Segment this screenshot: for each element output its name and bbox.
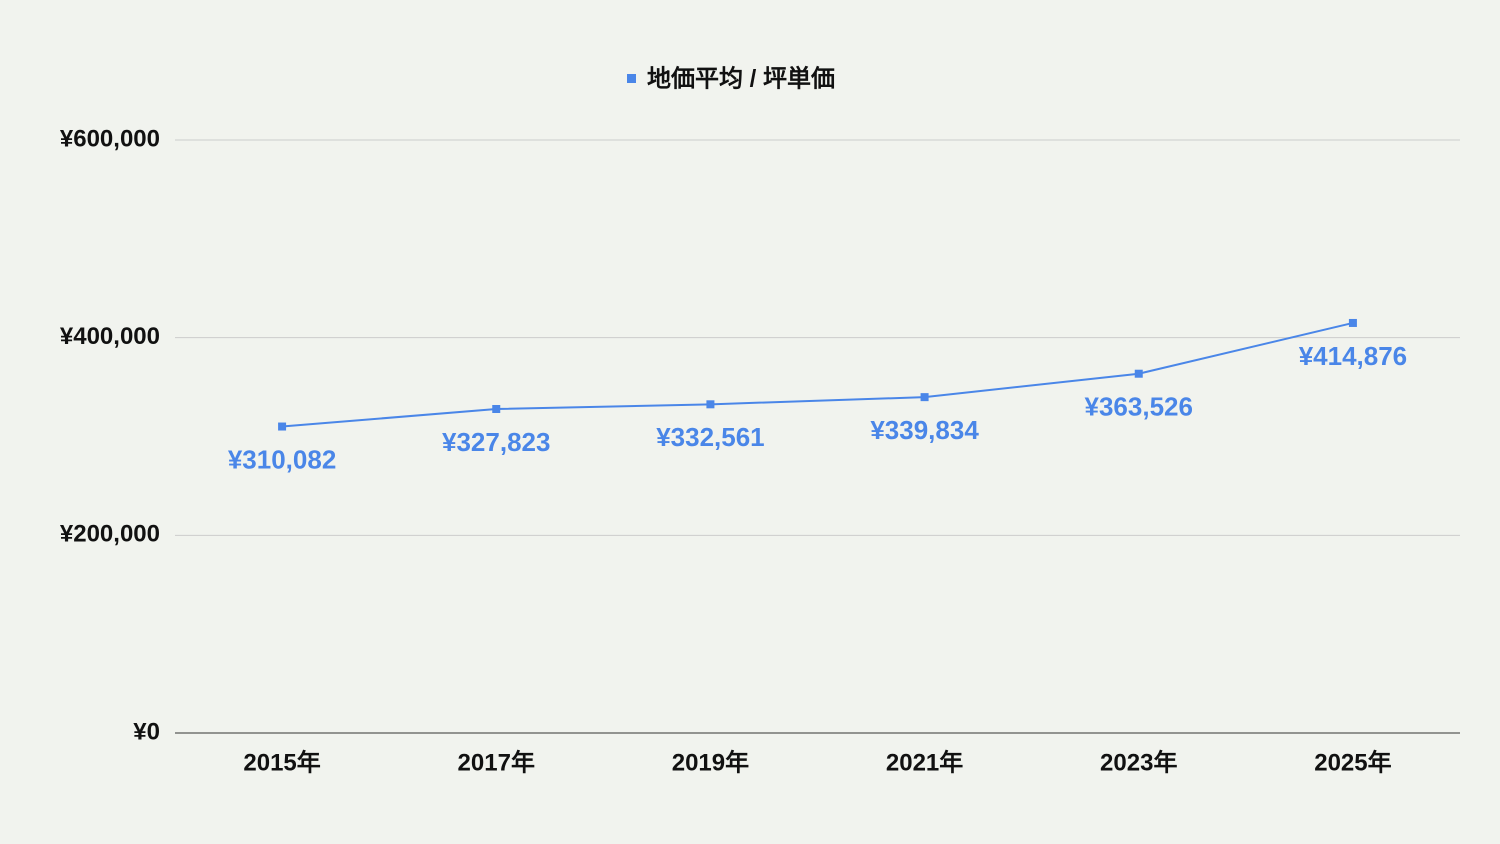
point [920,393,929,402]
point [492,405,501,414]
data-label: ¥414,876 [1299,341,1407,371]
data-label: ¥363,526 [1085,392,1193,422]
x-tick-label: 2015年 [243,748,320,776]
x-tick-label: 2025年 [1314,748,1391,776]
x-tick-label: 2023年 [1100,748,1177,776]
y-tick-label: ¥600,000 [60,125,160,152]
point [278,422,287,431]
x-tick-label: 2021年 [886,748,963,776]
x-tick-label: 2017年 [458,748,535,776]
data-label: ¥339,834 [870,415,979,445]
data-label: ¥327,823 [442,427,550,457]
y-tick-label: ¥200,000 [60,521,160,548]
legend-marker [627,74,636,83]
legend-label: 地価平均 / 坪単価 [647,64,835,92]
data-label: ¥332,561 [656,422,764,452]
point [706,400,715,409]
y-tick-label: ¥400,000 [60,323,160,350]
data-label: ¥310,082 [228,444,336,474]
point [1348,318,1357,327]
point [1134,369,1143,378]
line [282,321,1354,428]
y-tick-label: ¥0 [133,718,160,745]
x-tick-label: 2019年 [672,748,749,776]
